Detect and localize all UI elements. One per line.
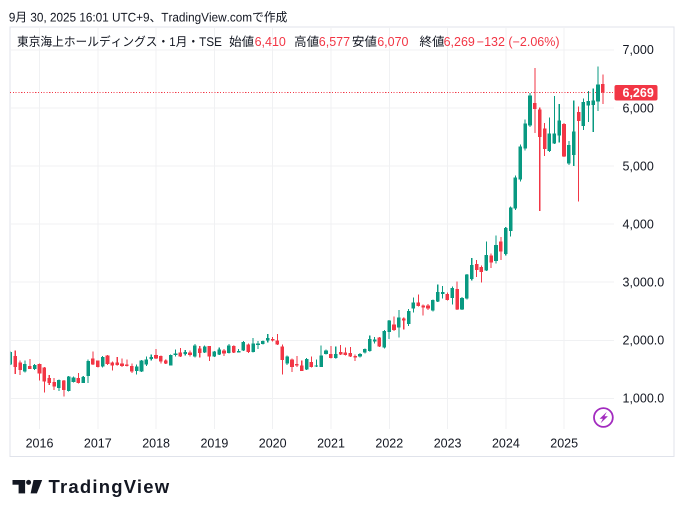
- svg-text:2019: 2019: [200, 437, 228, 451]
- svg-text:4,000: 4,000: [623, 217, 654, 231]
- svg-text:6,410: 6,410: [255, 35, 286, 49]
- svg-text:6,000: 6,000: [623, 101, 654, 115]
- svg-text:6,269: 6,269: [444, 35, 475, 49]
- svg-text:5,000: 5,000: [623, 159, 654, 173]
- svg-text:2,000.0: 2,000.0: [623, 334, 665, 348]
- svg-text:2021: 2021: [317, 437, 345, 451]
- svg-text:2016: 2016: [26, 437, 54, 451]
- svg-text:6,070: 6,070: [377, 35, 408, 49]
- svg-text:7,000: 7,000: [623, 43, 654, 57]
- svg-text:1,000.0: 1,000.0: [623, 392, 665, 406]
- svg-text:−132 (−2.06%): −132 (−2.06%): [477, 35, 560, 49]
- svg-text:6,269: 6,269: [623, 86, 654, 100]
- svg-text:2022: 2022: [375, 437, 403, 451]
- svg-text:2020: 2020: [259, 437, 287, 451]
- svg-text:6,577: 6,577: [319, 35, 350, 49]
- svg-text:2025: 2025: [550, 437, 578, 451]
- svg-text:3,000.0: 3,000.0: [623, 276, 665, 290]
- svg-text:2018: 2018: [142, 437, 170, 451]
- svg-text:2017: 2017: [84, 437, 112, 451]
- svg-text:2024: 2024: [492, 437, 520, 451]
- svg-text:2023: 2023: [434, 437, 462, 451]
